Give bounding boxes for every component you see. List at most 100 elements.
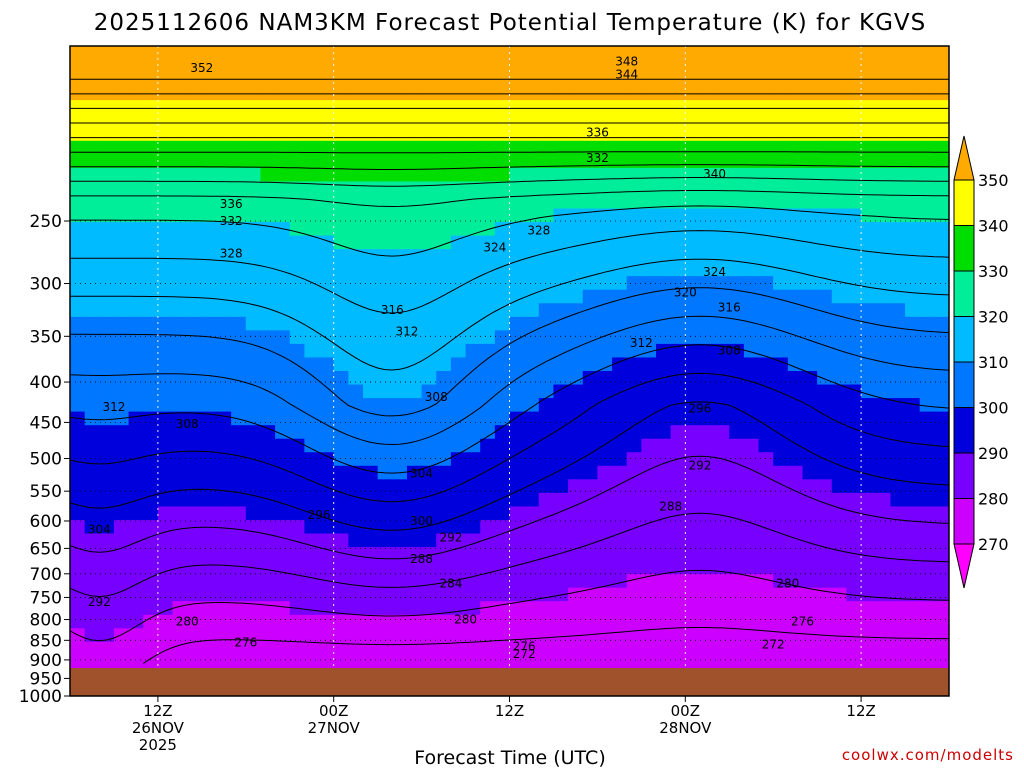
band-cell	[421, 330, 437, 345]
band-cell	[348, 154, 364, 169]
band-cell	[465, 194, 481, 210]
band-cell	[641, 113, 657, 128]
band-cell	[729, 519, 745, 535]
band-cell	[99, 127, 115, 142]
band-cell	[113, 506, 130, 521]
band-cell	[392, 560, 408, 575]
band-cell	[260, 547, 276, 562]
band-cell	[524, 262, 540, 277]
band-cell	[99, 492, 115, 508]
band-cell	[172, 465, 188, 480]
band-cell	[626, 465, 642, 480]
band-cell	[494, 59, 511, 74]
band-cell	[656, 641, 672, 656]
band-cell	[831, 249, 848, 264]
band-cell	[480, 398, 496, 413]
band-cell	[568, 398, 584, 413]
band-cell	[421, 479, 437, 494]
band-cell	[421, 587, 437, 602]
band-cell	[480, 519, 496, 535]
band-cell	[670, 601, 686, 616]
band-cell	[538, 235, 555, 250]
band-cell	[450, 438, 467, 453]
band-cell	[787, 506, 804, 521]
band-cell	[729, 127, 745, 142]
band-cell	[861, 587, 877, 602]
band-cell	[890, 425, 906, 440]
band-cell	[392, 249, 408, 264]
band-cell	[685, 601, 701, 616]
band-cell	[70, 330, 86, 345]
band-cell	[245, 100, 262, 115]
credit-text[interactable]: coolwx.com/modelts	[842, 746, 1014, 764]
band-cell	[699, 628, 716, 643]
band-cell	[714, 371, 730, 386]
band-cell	[319, 357, 335, 372]
band-cell	[524, 194, 540, 210]
band-cell	[494, 574, 511, 589]
band-cell	[172, 100, 188, 115]
band-cell	[84, 533, 100, 548]
band-cell	[524, 547, 540, 562]
band-cell	[201, 492, 218, 508]
band-cell	[99, 601, 115, 616]
band-cell	[319, 465, 335, 480]
band-cell	[480, 547, 496, 562]
band-cell	[84, 140, 100, 155]
band-cell	[289, 181, 305, 196]
band-cell	[831, 235, 848, 250]
band-cell	[157, 655, 174, 670]
band-cell	[582, 289, 598, 304]
band-cell	[773, 262, 789, 277]
band-cell	[729, 357, 745, 372]
band-cell	[319, 73, 335, 88]
band-cell	[509, 46, 525, 61]
band-cell	[392, 194, 408, 210]
band-cell	[377, 194, 393, 210]
band-cell	[436, 655, 452, 670]
band-cell	[275, 384, 291, 399]
band-cell	[216, 73, 232, 88]
band-cell	[890, 438, 906, 453]
band-cell	[333, 614, 349, 629]
band-cell	[538, 601, 555, 616]
band-cell	[817, 181, 833, 196]
band-cell	[348, 249, 364, 264]
band-cell	[187, 276, 203, 291]
band-cell	[363, 59, 379, 74]
band-cell	[392, 127, 408, 142]
band-cell	[538, 628, 555, 643]
band-cell	[421, 560, 437, 575]
band-cell	[231, 46, 247, 61]
band-cell	[128, 411, 144, 426]
band-cell	[319, 371, 335, 386]
band-cell	[377, 127, 393, 142]
band-cell	[568, 140, 584, 155]
band-cell	[275, 262, 291, 277]
band-cell	[582, 587, 598, 602]
band-cell	[905, 371, 921, 386]
band-cell	[846, 59, 862, 74]
band-cell	[846, 167, 862, 183]
band-cell	[172, 614, 188, 629]
band-cell	[714, 547, 730, 562]
band-cell	[260, 533, 276, 548]
band-cell	[172, 59, 188, 74]
band-cell	[363, 303, 379, 318]
band-cell	[568, 547, 584, 562]
band-cell	[392, 303, 408, 318]
band-cell	[113, 222, 130, 237]
band-cell	[538, 614, 555, 629]
band-cell	[304, 628, 320, 643]
band-cell	[304, 140, 320, 155]
band-cell	[509, 465, 525, 480]
band-cell	[861, 398, 877, 413]
band-cell	[846, 330, 862, 345]
band-cell	[934, 181, 949, 196]
band-cell	[392, 100, 408, 115]
band-cell	[714, 316, 730, 331]
band-cell	[363, 371, 379, 386]
band-cell	[392, 492, 408, 508]
band-cell	[304, 547, 320, 562]
